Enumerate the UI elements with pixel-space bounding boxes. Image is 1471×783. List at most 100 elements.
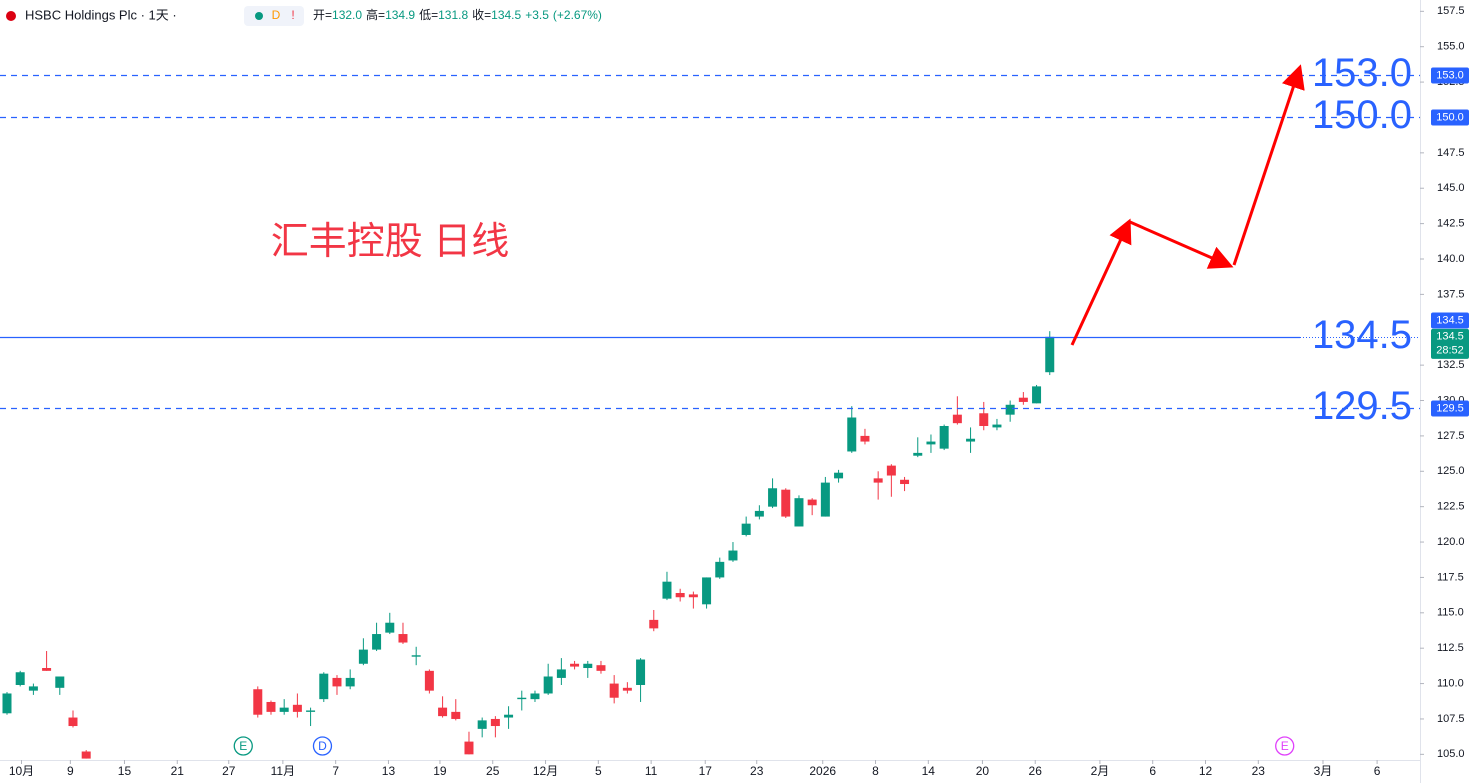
x-tick-label: 2月 [1091, 764, 1110, 778]
candle-body [42, 668, 52, 671]
price-badge-label: 134.5 [1436, 314, 1464, 326]
arrow [1070, 218, 1132, 346]
x-tick-label: 8 [872, 764, 879, 778]
candle-body [873, 478, 883, 483]
price-badge-label: 153.0 [1436, 69, 1464, 81]
alert-badge: ! [291, 8, 294, 22]
countdown: 28:52 [1436, 345, 1464, 357]
x-tick-label: 6 [1374, 764, 1381, 778]
candle-body [728, 550, 738, 561]
candle-body [424, 670, 434, 691]
y-tick-label: 125.0 [1437, 465, 1465, 477]
event-label: E [1281, 739, 1289, 753]
x-tick-label: 23 [750, 764, 764, 778]
candle-body [926, 441, 936, 445]
x-tick-label: 21 [171, 764, 185, 778]
x-tick-label: 10月 [9, 764, 34, 778]
candle-body [504, 714, 514, 718]
candle-body [306, 710, 316, 712]
candle-body [570, 663, 580, 667]
candle-body [820, 482, 830, 517]
status-box [244, 6, 304, 26]
y-tick-label: 117.5 [1437, 571, 1464, 583]
price-line-label: 129.5 [1312, 384, 1412, 428]
candle-body [583, 663, 593, 669]
ohlc: 开=132.0 高=134.9 低=131.8 收=134.5 +3.5 (+2.67%) [313, 7, 602, 22]
candle-body [477, 720, 487, 729]
candle-body [398, 634, 408, 643]
candle-body [952, 414, 962, 424]
candle-body [860, 435, 870, 442]
price-badge [1431, 312, 1469, 329]
x-tick-label: 15 [118, 764, 132, 778]
candle-body [834, 472, 844, 479]
logo [6, 11, 16, 21]
x-tick-label: 3月 [1314, 764, 1333, 778]
candle-body [900, 479, 910, 485]
y-tick-label: 105.0 [1437, 748, 1465, 760]
y-tick-label: 115.0 [1437, 607, 1464, 619]
x-tick-label: 20 [976, 764, 990, 778]
candle-body [385, 622, 395, 633]
y-tick-label: 120.0 [1437, 536, 1465, 548]
price-line-label: 153.0 [1312, 51, 1412, 95]
x-tick-label: 12 [1199, 764, 1213, 778]
x-tick-label: 23 [1252, 764, 1266, 778]
arrow [1129, 220, 1234, 269]
price-badge-label: 150.0 [1436, 111, 1464, 123]
y-tick-label: 137.5 [1437, 288, 1465, 300]
candle-body [609, 683, 619, 698]
candle-body [266, 701, 276, 712]
candle-body [292, 704, 302, 712]
x-tick-label: 19 [433, 764, 447, 778]
price-badge [1431, 109, 1469, 126]
x-tick-label: 11 [645, 764, 658, 778]
candle-body [886, 465, 896, 476]
candle-body [15, 672, 25, 685]
candle-body [741, 523, 751, 535]
candle-body [530, 693, 540, 700]
arrow [1232, 64, 1305, 266]
x-tick-label: 11月 [271, 764, 295, 778]
candle-body [464, 741, 474, 755]
x-tick-label: 12月 [533, 764, 558, 778]
price-badge-label: 129.5 [1436, 402, 1464, 414]
candle-body [2, 693, 12, 714]
candle-body [715, 561, 725, 578]
candle-body [358, 649, 368, 664]
candle-body [253, 689, 263, 715]
annotation: 汇丰控股 日线 [271, 221, 510, 263]
candle-body [847, 417, 857, 452]
candle-body [662, 581, 672, 599]
candle-body [28, 686, 38, 691]
y-tick-label: 112.5 [1437, 642, 1464, 654]
candle-body [1045, 336, 1055, 373]
candle-body [1032, 386, 1042, 404]
price-badge [1431, 67, 1469, 84]
candle-body [81, 751, 91, 759]
candle-body [807, 499, 817, 506]
y-tick-label: 147.5 [1437, 147, 1465, 159]
y-tick-label: 145.0 [1437, 182, 1465, 194]
candle-body [1018, 397, 1028, 402]
x-tick-label: 25 [486, 764, 500, 778]
x-tick-label: 6 [1149, 764, 1156, 778]
candle-body [966, 438, 976, 442]
candle-body [411, 655, 421, 657]
candle-body [517, 697, 527, 700]
price-line-label: 134.5 [1312, 313, 1412, 357]
price-line-label: 150.0 [1312, 93, 1412, 137]
candle-body [979, 413, 989, 426]
x-tick-label: 2026 [809, 764, 836, 778]
candle-body [781, 489, 791, 517]
candle-body [451, 711, 461, 719]
y-tick-label: 107.5 [1437, 713, 1465, 725]
y-tick-label: 157.5 [1437, 5, 1465, 17]
y-tick-label: 155.0 [1437, 41, 1465, 53]
candle-body [319, 673, 329, 700]
candle-body [1005, 404, 1015, 415]
x-tick-label: 7 [332, 764, 339, 778]
event-marker [233, 736, 253, 756]
candle-body [622, 687, 632, 691]
